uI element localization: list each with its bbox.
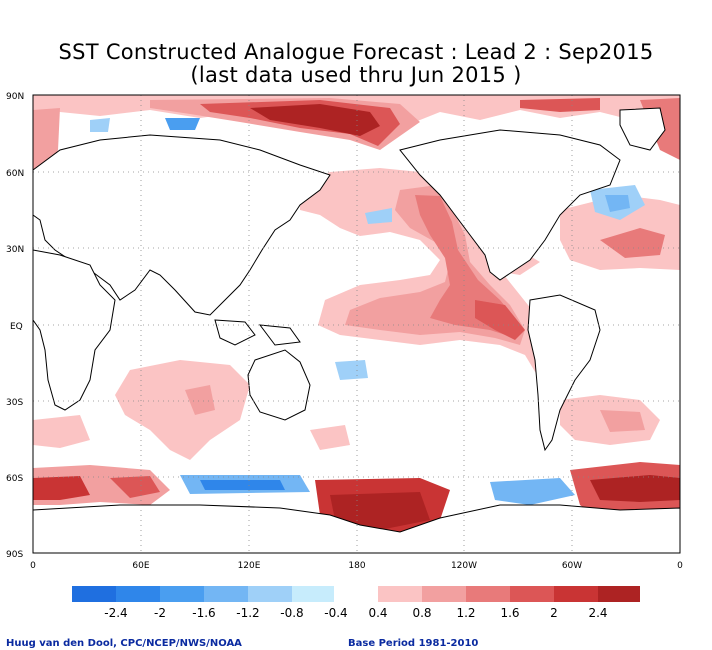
pacific-warm-anomaly xyxy=(300,168,548,390)
lon-axis: 0 60E 120E 180 120W 60W 0 xyxy=(30,561,683,571)
colorbar-swatch xyxy=(72,586,116,602)
lat-label: 30N xyxy=(6,245,24,255)
lon-label: 60E xyxy=(132,561,149,571)
colorbar-swatch xyxy=(422,586,466,602)
lon-label: 120E xyxy=(238,561,261,571)
colorbar-labels: -2.4 -2 -1.6 -1.2 -0.8 -0.4 0.4 0.8 1.2 … xyxy=(104,606,607,620)
colorbar-swatch xyxy=(116,586,160,602)
coastlines xyxy=(33,107,680,553)
colorbar-swatch xyxy=(160,586,204,602)
colorbar-label: 2.4 xyxy=(588,606,607,620)
colorbar-label: -0.8 xyxy=(280,606,303,620)
lat-label: 60N xyxy=(6,169,24,179)
colorbar-swatch xyxy=(598,586,640,602)
lat-label: 90S xyxy=(6,550,23,560)
map-frame xyxy=(32,94,681,554)
footer-credit: Huug van den Dool, CPC/NCEP/NWS/NOAA xyxy=(6,638,242,649)
colorbar-label: -2 xyxy=(154,606,166,620)
lon-label: 180 xyxy=(348,561,365,571)
lon-label: 0 xyxy=(30,561,36,571)
arctic-warm-anomaly xyxy=(33,95,680,180)
colorbar-label: 0.8 xyxy=(412,606,431,620)
lat-label: 60S xyxy=(6,474,23,484)
colorbar-label: 1.6 xyxy=(500,606,519,620)
colorbar xyxy=(72,586,640,602)
lat-label: 90N xyxy=(6,92,24,102)
colorbar-label: 2 xyxy=(550,606,558,620)
colorbar-label: -0.4 xyxy=(324,606,347,620)
map-field xyxy=(33,95,680,553)
map-title: SST Constructed Analogue Forecast : Lead… xyxy=(58,40,654,64)
colorbar-label: 0.4 xyxy=(368,606,387,620)
indian-ocean-anomalies xyxy=(33,360,660,460)
colorbar-label: 1.2 xyxy=(456,606,475,620)
colorbar-swatch xyxy=(554,586,598,602)
lon-label: 60W xyxy=(562,561,582,571)
colorbar-label: -1.2 xyxy=(236,606,259,620)
colorbar-label: -2.4 xyxy=(104,606,127,620)
colorbar-swatch xyxy=(466,586,510,602)
lon-label: 0 xyxy=(677,561,683,571)
colorbar-swatch xyxy=(510,586,554,602)
colorbar-swatch xyxy=(292,586,334,602)
colorbar-label: -1.6 xyxy=(192,606,215,620)
colorbar-swatch xyxy=(248,586,292,602)
lat-label: 30S xyxy=(6,398,23,408)
map-subtitle: (last data used thru Jun 2015 ) xyxy=(190,63,522,87)
lon-label: 120W xyxy=(451,561,477,571)
lat-label: EQ xyxy=(10,322,23,332)
colorbar-swatch xyxy=(204,586,248,602)
lat-axis: 90N 60N 30N EQ 30S 60S 90S xyxy=(6,92,24,560)
colorbar-swatch xyxy=(378,586,422,602)
footer-base-period: Base Period 1981-2010 xyxy=(348,638,479,649)
